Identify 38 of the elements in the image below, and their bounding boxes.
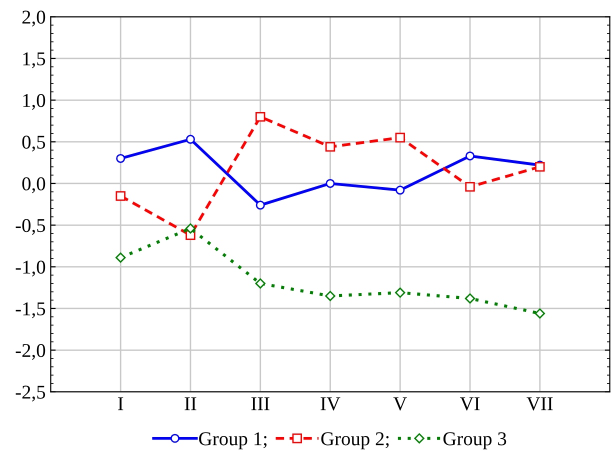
point: [116, 154, 126, 163]
y-tick-label: -1,5: [16, 302, 46, 318]
point: [395, 132, 405, 142]
legend-label: Group 1;: [199, 432, 266, 450]
point: [396, 186, 405, 195]
point: [185, 223, 196, 234]
point: [325, 290, 336, 302]
x-tick-label: III: [251, 397, 270, 410]
point: [464, 293, 476, 304]
point: [116, 191, 126, 201]
y-tick-label: -2,0: [16, 344, 46, 360]
x-tick-label: IV: [320, 397, 340, 410]
y-tick-label: 0,5: [22, 136, 46, 152]
y-tick-label: 1,0: [23, 94, 46, 110]
point: [255, 278, 266, 289]
point: [465, 151, 475, 160]
x-tick-label: II: [184, 397, 196, 410]
point: [465, 182, 475, 192]
legend-label: Group 3: [443, 432, 506, 450]
legend-label: Group 2;: [321, 432, 389, 450]
x-tick-label: V: [393, 397, 407, 410]
y-tick-label: 1,5: [23, 52, 46, 68]
point: [186, 134, 195, 144]
point: [115, 252, 126, 263]
point: [395, 288, 406, 298]
x-tick-label: I: [118, 397, 124, 410]
point: [325, 142, 336, 152]
x-tick-label: VII: [526, 397, 553, 410]
y-tick-label: -0,5: [16, 218, 46, 235]
y-tick-label: -1,0: [16, 260, 46, 277]
x-tick-label: VI: [460, 397, 480, 410]
point: [326, 178, 335, 188]
point: [256, 200, 265, 210]
y-tick-label: 0,0: [22, 177, 46, 194]
y-tick-label: 2,0: [22, 10, 46, 27]
y-tick-label: -2,5: [16, 386, 46, 402]
point: [256, 112, 266, 122]
point: [534, 308, 546, 319]
